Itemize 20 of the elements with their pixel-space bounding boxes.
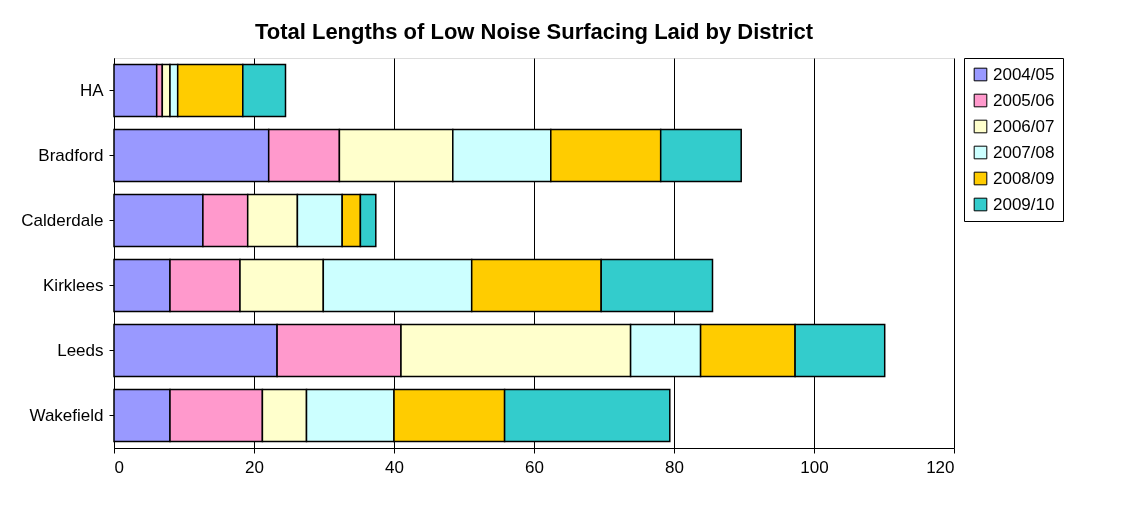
x-tick-label: 0 — [114, 457, 124, 477]
legend-label: 2004/05 — [993, 64, 1055, 84]
x-tick-label: 100 — [800, 457, 829, 477]
x-tick-label: 60 — [525, 457, 544, 477]
legend-label: 2007/08 — [993, 142, 1055, 162]
y-tick-label: Bradford — [38, 145, 104, 165]
chart-title: Total Lengths of Low Noise Surfacing Laid by District — [254, 18, 814, 44]
x-tick-label: 40 — [385, 457, 404, 477]
x-tick-label: 120 — [926, 457, 955, 477]
y-tick-label: Wakefield — [29, 405, 104, 425]
y-tick-label: Kirklees — [43, 275, 104, 295]
y-tick-label: Calderdale — [21, 210, 104, 230]
legend-label: 2005/06 — [993, 90, 1055, 110]
legend-label: 2006/07 — [993, 116, 1055, 136]
x-tick-label: 80 — [665, 457, 684, 477]
x-tick-label: 20 — [245, 457, 264, 477]
legend-label: 2008/09 — [993, 168, 1055, 188]
legend-label: 2009/10 — [993, 194, 1055, 214]
y-tick-label: Leeds — [57, 340, 104, 360]
y-tick-label: HA — [79, 80, 105, 100]
